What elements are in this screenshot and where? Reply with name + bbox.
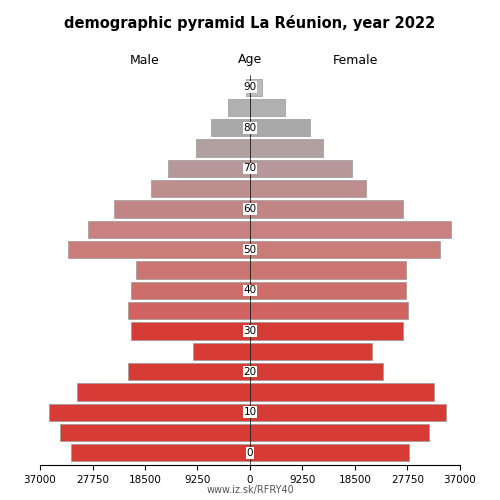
Text: 0: 0 [246, 448, 253, 458]
Text: 30: 30 [244, 326, 256, 336]
Text: www.iz.sk/RFRY40: www.iz.sk/RFRY40 [206, 485, 294, 495]
Bar [250, 220, 452, 238]
Text: 20: 20 [244, 366, 256, 376]
Text: 80: 80 [244, 123, 256, 133]
Text: Age: Age [238, 54, 262, 66]
Bar [136, 262, 250, 278]
Bar [48, 404, 250, 421]
Bar [250, 424, 429, 441]
Bar [114, 200, 250, 218]
Bar [250, 241, 440, 258]
Text: 40: 40 [244, 286, 256, 296]
Bar [250, 282, 406, 299]
Text: 10: 10 [244, 407, 256, 417]
Bar [250, 262, 406, 278]
Bar [250, 383, 434, 400]
Bar [250, 180, 366, 198]
Bar [60, 424, 250, 441]
Text: 70: 70 [244, 164, 256, 173]
Bar [168, 160, 250, 177]
Bar [131, 322, 250, 340]
Bar [250, 140, 322, 157]
Bar [71, 444, 250, 462]
Bar [250, 404, 446, 421]
Bar [193, 342, 250, 360]
Bar [246, 78, 250, 96]
Bar [250, 78, 262, 96]
Bar [128, 363, 250, 380]
Text: Female: Female [332, 54, 378, 66]
Text: 90: 90 [244, 82, 256, 92]
Bar [250, 302, 408, 320]
Text: 50: 50 [244, 244, 256, 254]
Bar [150, 180, 250, 198]
Bar [88, 220, 250, 238]
Bar [128, 302, 250, 320]
Bar [228, 99, 250, 116]
Bar [250, 342, 372, 360]
Text: Male: Male [130, 54, 160, 66]
Bar [196, 140, 250, 157]
Text: demographic pyramid La Réunion, year 2022: demographic pyramid La Réunion, year 202… [64, 15, 436, 31]
Bar [212, 119, 250, 136]
Bar [68, 241, 250, 258]
Bar [77, 383, 250, 400]
Bar [131, 282, 250, 299]
Bar [250, 322, 403, 340]
Bar [250, 200, 403, 218]
Bar [250, 99, 285, 116]
Bar [250, 119, 310, 136]
Bar [250, 160, 352, 177]
Bar [250, 363, 384, 380]
Text: 60: 60 [244, 204, 256, 214]
Bar [250, 444, 409, 462]
